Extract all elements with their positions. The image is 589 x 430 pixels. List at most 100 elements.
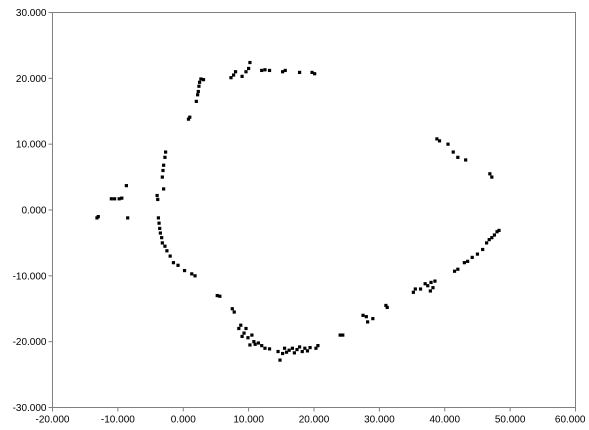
data-point — [229, 76, 233, 80]
data-point — [314, 346, 318, 350]
y-tick-label: -20.000 — [13, 337, 47, 348]
data-point — [239, 323, 243, 327]
data-point — [433, 279, 437, 283]
data-point — [431, 286, 435, 290]
data-point — [281, 70, 285, 74]
y-tick-label: 30.000 — [16, 8, 47, 19]
data-point — [446, 142, 450, 146]
data-point — [233, 70, 238, 74]
data-point — [248, 343, 252, 347]
plot-area — [52, 12, 576, 408]
data-point — [303, 346, 307, 350]
data-point — [120, 196, 124, 200]
x-tick-label: 50.000 — [495, 415, 526, 426]
data-point — [341, 333, 345, 337]
data-point — [160, 241, 164, 245]
data-point — [230, 307, 234, 311]
y-tick-label: -10.000 — [13, 271, 47, 282]
data-point — [161, 168, 165, 173]
data-point — [470, 255, 474, 259]
data-point — [196, 93, 200, 97]
x-tick-label: 10.000 — [233, 415, 264, 426]
data-point — [429, 280, 433, 285]
data-point — [418, 287, 423, 291]
data-point — [426, 284, 430, 288]
data-point — [194, 99, 198, 103]
data-point — [366, 320, 370, 324]
data-point — [168, 254, 172, 258]
data-point — [456, 155, 460, 159]
data-point — [298, 70, 302, 75]
data-point — [313, 72, 317, 76]
data-point — [292, 351, 296, 355]
data-point — [308, 345, 312, 350]
data-point — [163, 150, 168, 154]
data-point — [232, 310, 236, 314]
data-point — [197, 84, 201, 88]
data-point — [282, 346, 287, 350]
data-point — [267, 347, 272, 351]
data-point — [193, 274, 197, 278]
data-point — [435, 137, 439, 141]
x-tick-label: 40.000 — [429, 415, 460, 426]
data-point — [201, 78, 206, 82]
data-point — [481, 247, 485, 252]
x-tick-label: 0.000 — [171, 415, 196, 426]
x-tick-label: 60.000 — [555, 415, 586, 426]
data-point — [298, 345, 302, 349]
data-point — [197, 80, 202, 84]
data-point — [484, 241, 489, 245]
data-point — [160, 236, 164, 240]
y-tick-label: -30.000 — [13, 403, 47, 414]
data-point — [199, 77, 203, 81]
data-point — [237, 326, 241, 331]
data-point — [452, 269, 457, 273]
x-axis-ticks: -20.000 -10.000 0.000 10.000 20.000 30.000 40.… — [36, 407, 586, 426]
data-point — [162, 187, 166, 191]
data-point — [385, 305, 389, 310]
data-point — [290, 346, 295, 350]
data-point — [158, 226, 162, 231]
data-point — [464, 158, 468, 162]
x-tick-label: -10.000 — [101, 415, 135, 426]
data-point — [495, 230, 499, 234]
data-point — [242, 331, 246, 335]
data-point — [488, 172, 492, 176]
data-point — [364, 315, 368, 319]
data-point — [287, 348, 291, 352]
data-point — [250, 333, 254, 337]
data-point — [310, 70, 314, 75]
data-point — [283, 68, 287, 73]
data-point — [176, 263, 180, 267]
data-point — [300, 349, 304, 354]
data-point — [156, 197, 160, 202]
data-point — [490, 236, 494, 240]
data-point — [124, 184, 128, 188]
data-point — [113, 197, 117, 201]
data-point — [295, 347, 299, 352]
data-point — [260, 344, 264, 348]
data-point — [278, 358, 282, 362]
data-point — [492, 233, 497, 237]
data-point — [95, 216, 99, 220]
data-point — [109, 197, 113, 201]
x-tick-label: -20.000 — [36, 415, 70, 426]
data-point — [157, 221, 161, 225]
data-point — [456, 267, 460, 271]
x-tick-label: 20.000 — [299, 415, 330, 426]
data-point — [240, 74, 244, 78]
data-point — [240, 334, 244, 338]
data-point — [338, 333, 342, 337]
data-point — [160, 175, 164, 179]
data-point — [165, 249, 169, 253]
data-point — [171, 261, 176, 265]
data-point — [117, 197, 121, 201]
data-points — [95, 60, 501, 362]
data-point — [196, 89, 200, 94]
data-point — [411, 290, 415, 294]
y-tick-label: 0.000 — [21, 206, 46, 217]
data-point — [497, 228, 501, 233]
data-point — [215, 293, 219, 298]
data-point — [231, 73, 236, 77]
